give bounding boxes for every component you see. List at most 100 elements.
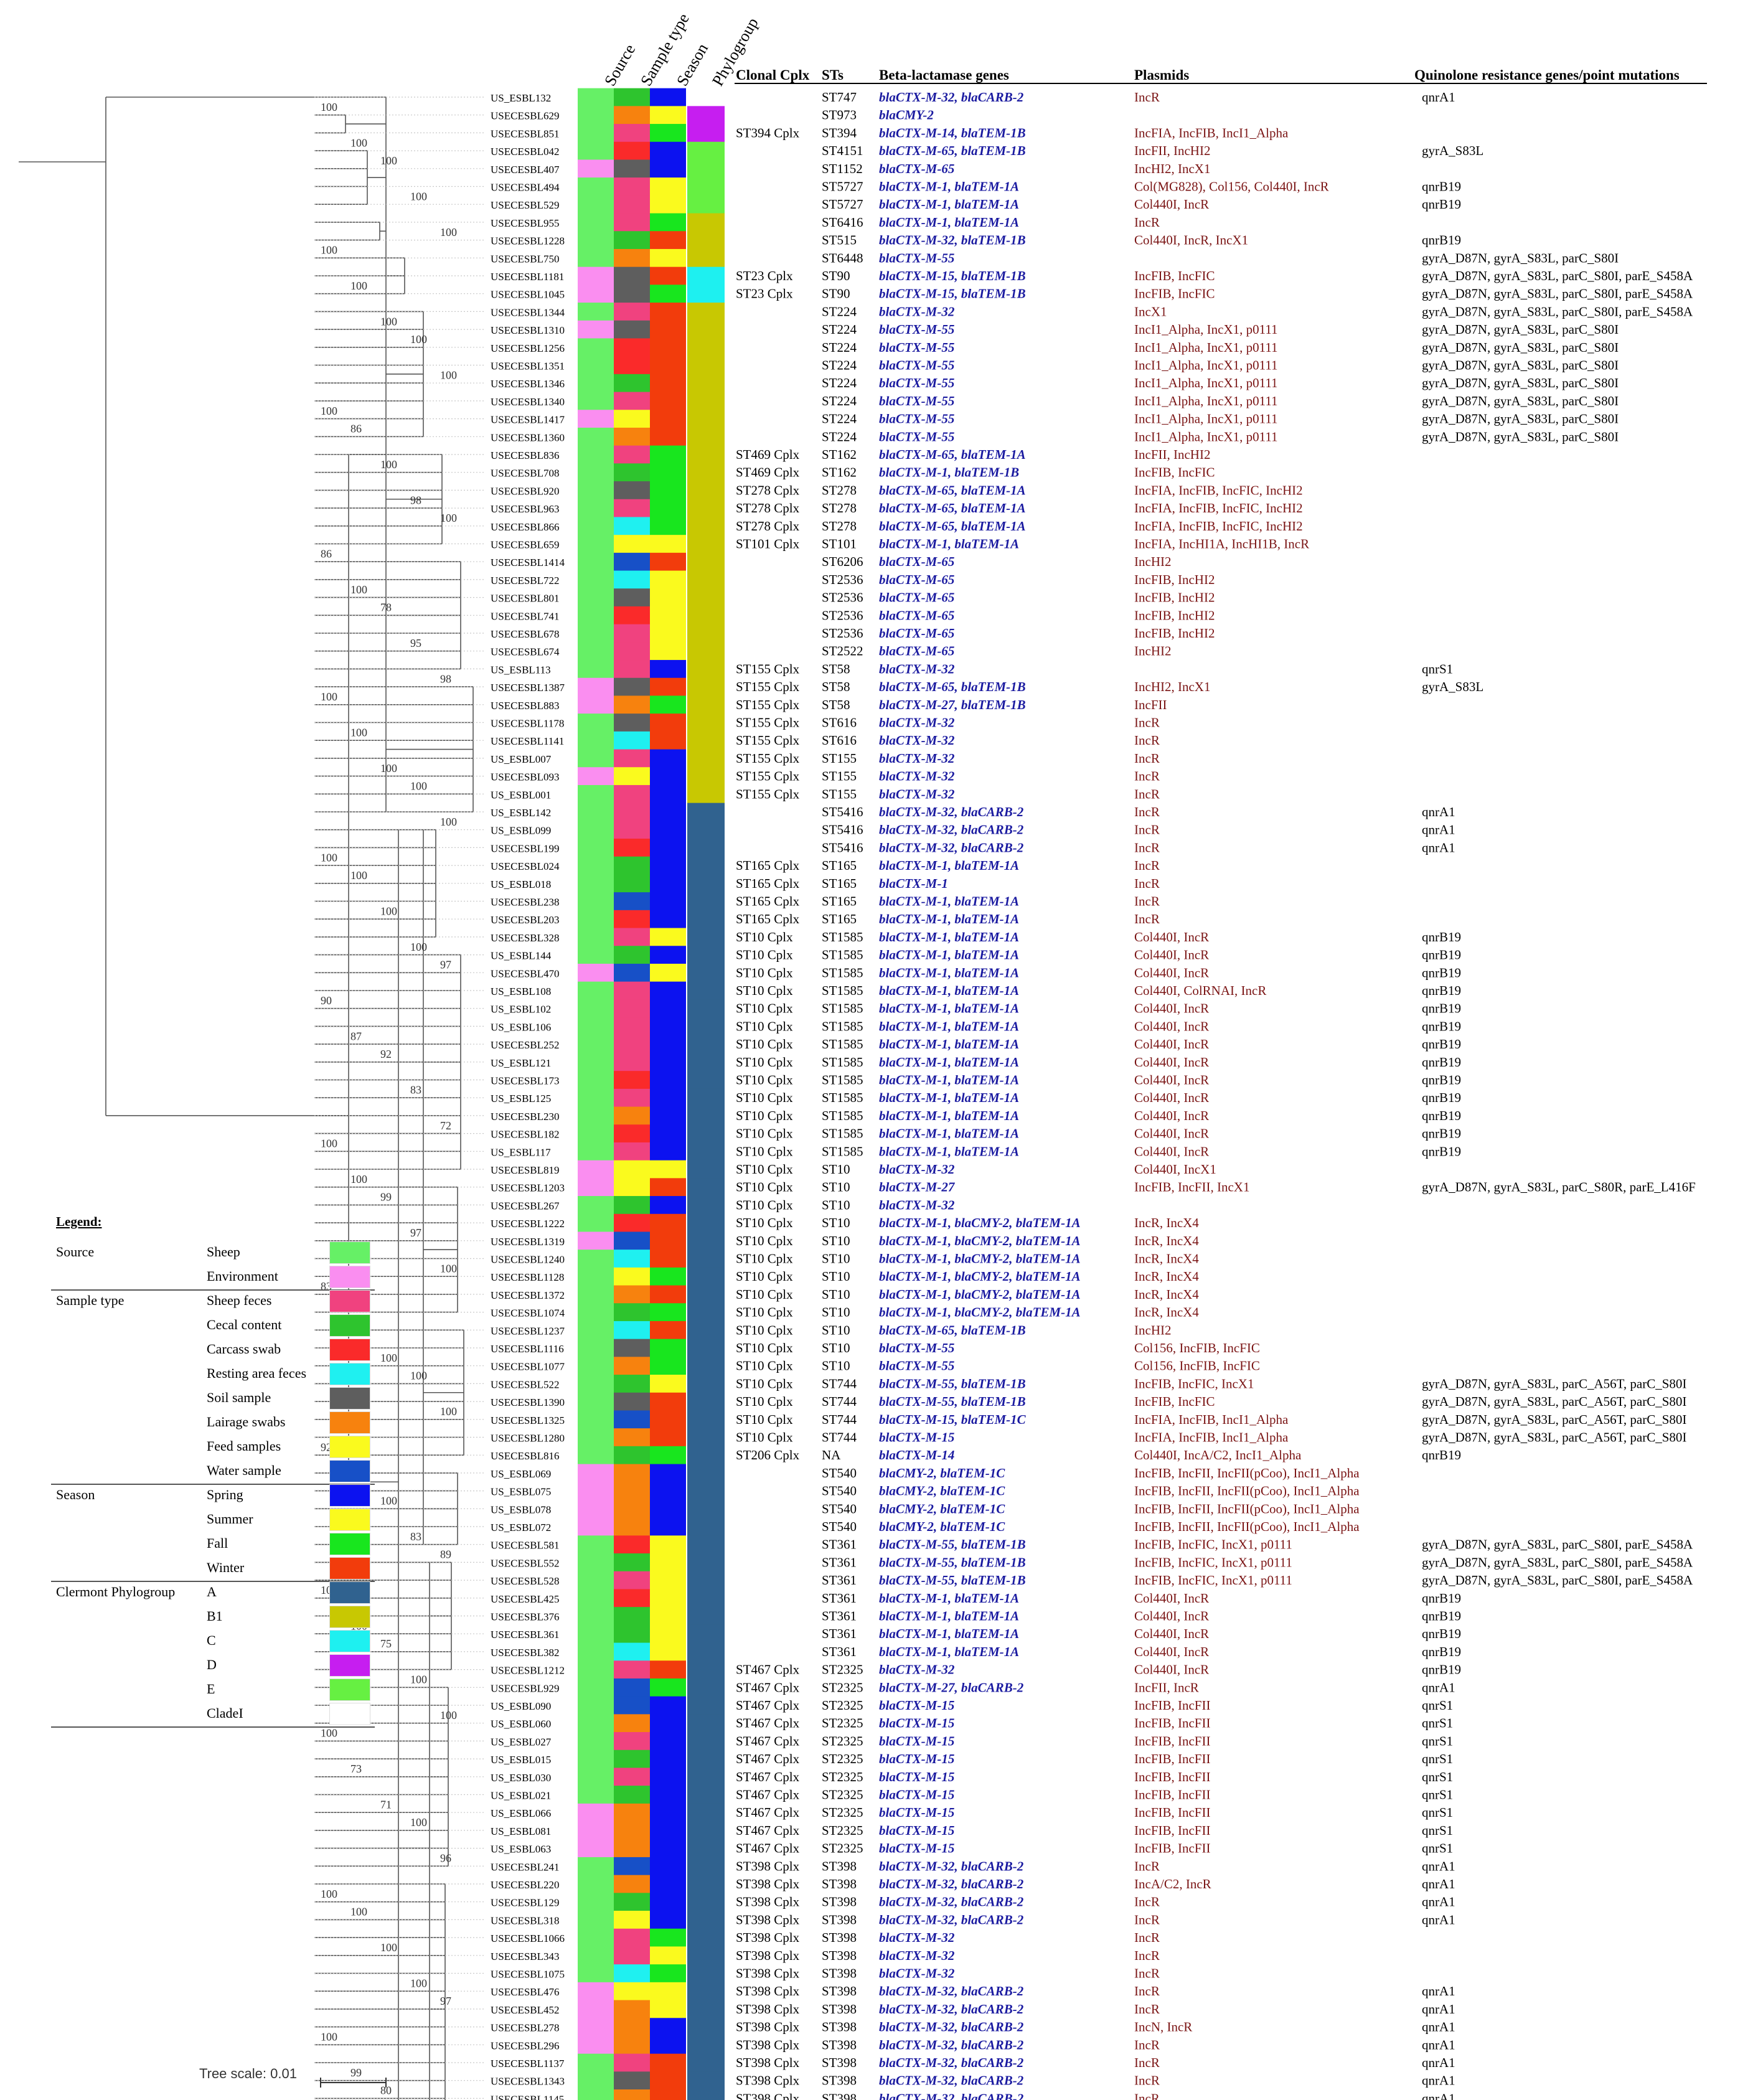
strip-cell-source (578, 177, 614, 196)
beta-lactamase-genes: blaCTX-M-55 (879, 340, 954, 355)
plasmid-replicons: IncR (1134, 715, 1160, 730)
strip-cell-stype (614, 445, 650, 464)
strip-cell-season (650, 1499, 686, 1518)
quinolone-resistance: qnrA1 (1422, 822, 1455, 837)
strip-cell-season (650, 1339, 686, 1357)
bootstrap-value: 100 (321, 2031, 337, 2043)
quinolone-resistance: qnrS1 (1422, 1823, 1453, 1838)
clonal-complex: ST467 Cplx (736, 1716, 800, 1731)
strip-cell-source (578, 1446, 614, 1465)
strip-cell-pg (687, 784, 725, 804)
clonal-complex: ST155 Cplx (736, 715, 800, 730)
strip-cell-pg (687, 2071, 725, 2090)
strip-cell-pg (687, 928, 725, 946)
strip-cell-stype (614, 535, 650, 553)
strip-cell-pg (687, 1928, 725, 1947)
strip-cell-source (578, 660, 614, 679)
bootstrap-value: 97 (440, 959, 451, 971)
beta-lactamase-genes: blaCTX-M-55 (879, 1358, 954, 1373)
strip-cell-season (650, 910, 686, 929)
quinolone-resistance: qnrB19 (1422, 983, 1461, 998)
beta-lactamase-genes: blaCTX-M-1, blaCMY-2, blaTEM-1A (879, 1287, 1081, 1302)
legend-category: Sample type (56, 1292, 125, 1308)
beta-lactamase-genes: blaCTX-M-1, blaTEM-1A (879, 1090, 1019, 1105)
strip-cell-season (650, 517, 686, 535)
plasmid-replicons: IncR (1134, 2073, 1160, 2088)
legend-label: Spring (207, 1487, 243, 1502)
strip-cell-stype (614, 517, 650, 535)
isolate-id: USECESBL476 (491, 1986, 560, 1998)
strip-cell-pg (687, 874, 725, 893)
quinolone-resistance: qnrB19 (1422, 197, 1461, 212)
strip-cell-season (650, 1357, 686, 1375)
strip-cell-pg (687, 1446, 725, 1465)
plasmid-replicons: IncI1_Alpha, IncX1, p0111 (1134, 412, 1278, 426)
clonal-complex: ST398 Cplx (736, 1984, 800, 1999)
strip-cell-source (578, 731, 614, 750)
quinolone-resistance: qnrB19 (1422, 965, 1461, 980)
beta-lactamase-genes: blaCTX-M-55 (879, 250, 954, 265)
quinolone-resistance: gyrA_D87N, gyrA_S83L, parC_A56T, parC_S8… (1422, 1412, 1686, 1427)
strip-cell-season (650, 1803, 686, 1822)
isolate-rows: US_ESBL132 ST747 blaCTX-M-32, blaCARB-2 Inc… (314, 90, 1696, 2100)
bootstrap-value: 100 (410, 941, 427, 953)
strip-cell-source (578, 410, 614, 428)
isolate-id: US_ESBL030 (491, 1772, 551, 1784)
strip-cell-stype (614, 1696, 650, 1715)
legend-label: Lairage swabs (207, 1414, 286, 1429)
plasmid-replicons: IncR (1134, 858, 1160, 873)
beta-lactamase-genes: blaCTX-M-1, blaCMY-2, blaTEM-1A (879, 1215, 1081, 1230)
strip-cell-stype (614, 392, 650, 410)
plasmid-replicons: IncR, IncX4 (1134, 1251, 1199, 1266)
bootstrap-value: 100 (321, 244, 337, 257)
strip-cell-pg (687, 1088, 725, 1108)
strip-cell-season (650, 1875, 686, 1893)
strip-cell-source (578, 677, 614, 697)
metadata-color-strips (578, 88, 725, 2100)
legend-row: Feed samples (51, 1434, 375, 1459)
bootstrap-value: 95 (410, 637, 421, 649)
strip-cell-stype (614, 1357, 650, 1375)
sequence-type: ST361 (822, 1644, 857, 1659)
plasmid-replicons: Col(MG828), Col156, Col440I, IncR (1134, 179, 1329, 194)
clonal-complex: ST155 Cplx (736, 769, 800, 784)
plasmid-replicons: IncFIB, IncFII (1134, 1716, 1210, 1731)
beta-lactamase-genes: blaCTX-M-32 (879, 661, 955, 676)
strip-cell-source (578, 1196, 614, 1215)
strip-cell-pg (687, 445, 725, 464)
bootstrap-value: 100 (350, 280, 367, 292)
sequence-type: ST4151 (822, 143, 863, 158)
sequence-type: ST540 (822, 1466, 857, 1481)
quinolone-resistance: gyrA_D87N, gyrA_S83L, parC_A56T, parC_S8… (1422, 1394, 1686, 1409)
beta-lactamase-genes: blaCTX-M-32, blaCARB-2 (879, 90, 1024, 105)
strip-cell-pg (687, 892, 725, 911)
strip-cell-stype (614, 195, 650, 214)
plasmid-replicons: Col440I, IncX1 (1134, 1162, 1216, 1177)
plasmid-replicons: Col440I, IncR (1134, 1090, 1209, 1105)
isolate-id: USECESBL328 (491, 932, 560, 944)
sequence-type: ST165 (822, 876, 857, 891)
header-quinolone-resistance: Quinolone resistance genes/point mutatio… (1414, 67, 1680, 83)
sequence-type: ST224 (822, 304, 857, 319)
isolate-id: USECESBL230 (491, 1111, 560, 1123)
strip-cell-stype (614, 1464, 650, 1482)
sequence-type: ST361 (822, 1609, 857, 1624)
clonal-complex: ST10 Cplx (736, 1019, 793, 1034)
sequence-type: ST58 (822, 697, 850, 712)
strip-cell-pg (687, 1660, 725, 1679)
isolate-id: USECESBL407 (491, 164, 560, 176)
strip-cell-source (578, 856, 614, 875)
strip-cell-season (650, 1250, 686, 1268)
strip-cell-stype (614, 374, 650, 393)
strip-cell-source (578, 1768, 614, 1786)
strip-cell-stype (614, 1768, 650, 1786)
strip-cell-season (650, 1267, 686, 1286)
clonal-complex: ST10 Cplx (736, 1126, 793, 1141)
beta-lactamase-genes: blaCTX-M-1 (879, 876, 948, 891)
isolate-id: USECESBL203 (491, 914, 560, 926)
strip-cell-source (578, 1410, 614, 1429)
beta-lactamase-genes: blaCTX-M-1, blaTEM-1A (879, 1644, 1019, 1659)
quinolone-resistance: gyrA_S83L (1422, 679, 1483, 694)
strip-cell-source (578, 749, 614, 768)
isolate-id: USECESBL1075 (491, 1969, 565, 1980)
